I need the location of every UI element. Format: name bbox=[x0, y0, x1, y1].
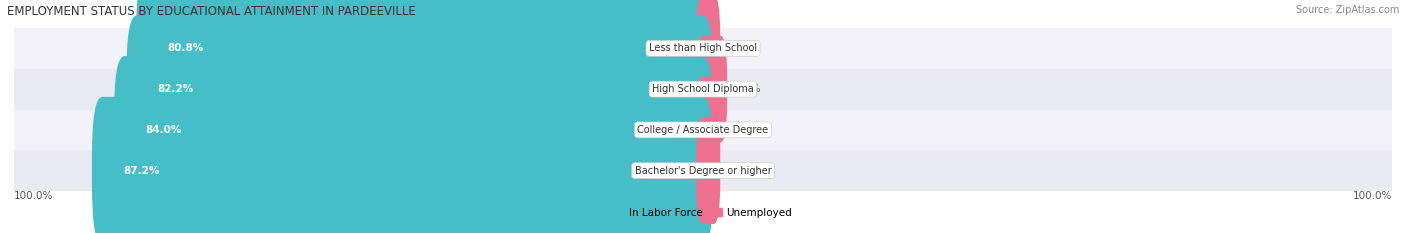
Text: 2.5%: 2.5% bbox=[734, 84, 761, 94]
Text: Source: ZipAtlas.com: Source: ZipAtlas.com bbox=[1295, 5, 1399, 15]
Text: 80.8%: 80.8% bbox=[167, 43, 204, 53]
FancyBboxPatch shape bbox=[136, 0, 713, 122]
Text: 100.0%: 100.0% bbox=[1353, 191, 1392, 201]
Bar bbox=[14, 28, 1392, 69]
Text: 82.2%: 82.2% bbox=[157, 84, 194, 94]
Text: 0.0%: 0.0% bbox=[724, 43, 749, 53]
FancyBboxPatch shape bbox=[696, 76, 720, 183]
FancyBboxPatch shape bbox=[696, 117, 720, 224]
Text: EMPLOYMENT STATUS BY EDUCATIONAL ATTAINMENT IN PARDEEVILLE: EMPLOYMENT STATUS BY EDUCATIONAL ATTAINM… bbox=[7, 5, 416, 18]
Legend: In Labor Force, Unemployed: In Labor Force, Unemployed bbox=[610, 203, 796, 222]
FancyBboxPatch shape bbox=[696, 36, 727, 143]
FancyBboxPatch shape bbox=[91, 97, 713, 233]
FancyBboxPatch shape bbox=[127, 15, 713, 163]
Text: College / Associate Degree: College / Associate Degree bbox=[637, 125, 769, 135]
Bar bbox=[14, 69, 1392, 110]
Text: 0.0%: 0.0% bbox=[724, 166, 749, 176]
FancyBboxPatch shape bbox=[114, 56, 713, 204]
Text: 100.0%: 100.0% bbox=[14, 191, 53, 201]
Bar bbox=[14, 110, 1392, 150]
Text: 84.0%: 84.0% bbox=[145, 125, 181, 135]
Text: High School Diploma: High School Diploma bbox=[652, 84, 754, 94]
Text: 0.0%: 0.0% bbox=[724, 125, 749, 135]
FancyBboxPatch shape bbox=[696, 0, 720, 102]
Text: Less than High School: Less than High School bbox=[650, 43, 756, 53]
Bar bbox=[14, 150, 1392, 191]
Text: 87.2%: 87.2% bbox=[122, 166, 159, 176]
Text: Bachelor's Degree or higher: Bachelor's Degree or higher bbox=[634, 166, 772, 176]
